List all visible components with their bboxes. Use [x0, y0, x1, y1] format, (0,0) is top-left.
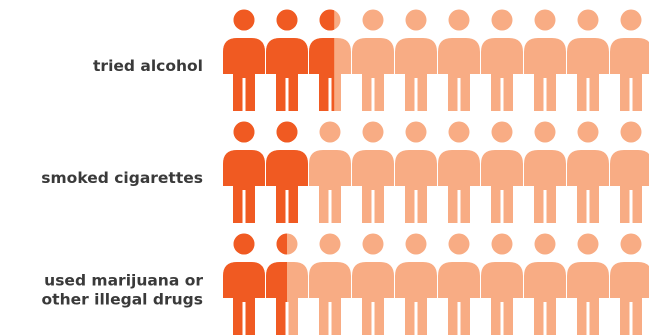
row-label: other illegal drugs [42, 291, 203, 309]
person-icon [438, 233, 480, 335]
person-icon-filled [266, 121, 308, 223]
person-icon [395, 233, 437, 335]
person-icon-filled [223, 9, 265, 111]
person-icon [438, 9, 480, 111]
pictograph-row: smoked cigarettes [41, 121, 649, 223]
person-icon-filled [223, 121, 265, 223]
person-icon [395, 9, 437, 111]
person-icon [352, 9, 394, 111]
row-label: tried alcohol [93, 57, 203, 75]
person-icon-filled [266, 233, 287, 335]
person-icon [481, 233, 523, 335]
person-icon [438, 121, 480, 223]
person-icon [610, 9, 649, 111]
person-icon [395, 121, 437, 223]
person-icon [524, 9, 566, 111]
person-icon [567, 9, 609, 111]
person-icon [524, 121, 566, 223]
person-icon [309, 233, 351, 335]
person-icon [481, 9, 523, 111]
pictograph-row: tried alcohol [93, 9, 649, 111]
person-icon-filled [309, 9, 335, 111]
person-icon [481, 121, 523, 223]
person-icon-filled [223, 233, 265, 335]
person-icon [352, 121, 394, 223]
person-icon [567, 121, 609, 223]
person-icon-filled [266, 9, 308, 111]
person-icon [352, 233, 394, 335]
person-icon [524, 233, 566, 335]
row-label: used marijuana or [44, 272, 203, 290]
person-icon [610, 233, 649, 335]
person-icon [309, 121, 351, 223]
row-label: smoked cigarettes [41, 169, 203, 187]
person-icon [610, 121, 649, 223]
person-icon [567, 233, 609, 335]
